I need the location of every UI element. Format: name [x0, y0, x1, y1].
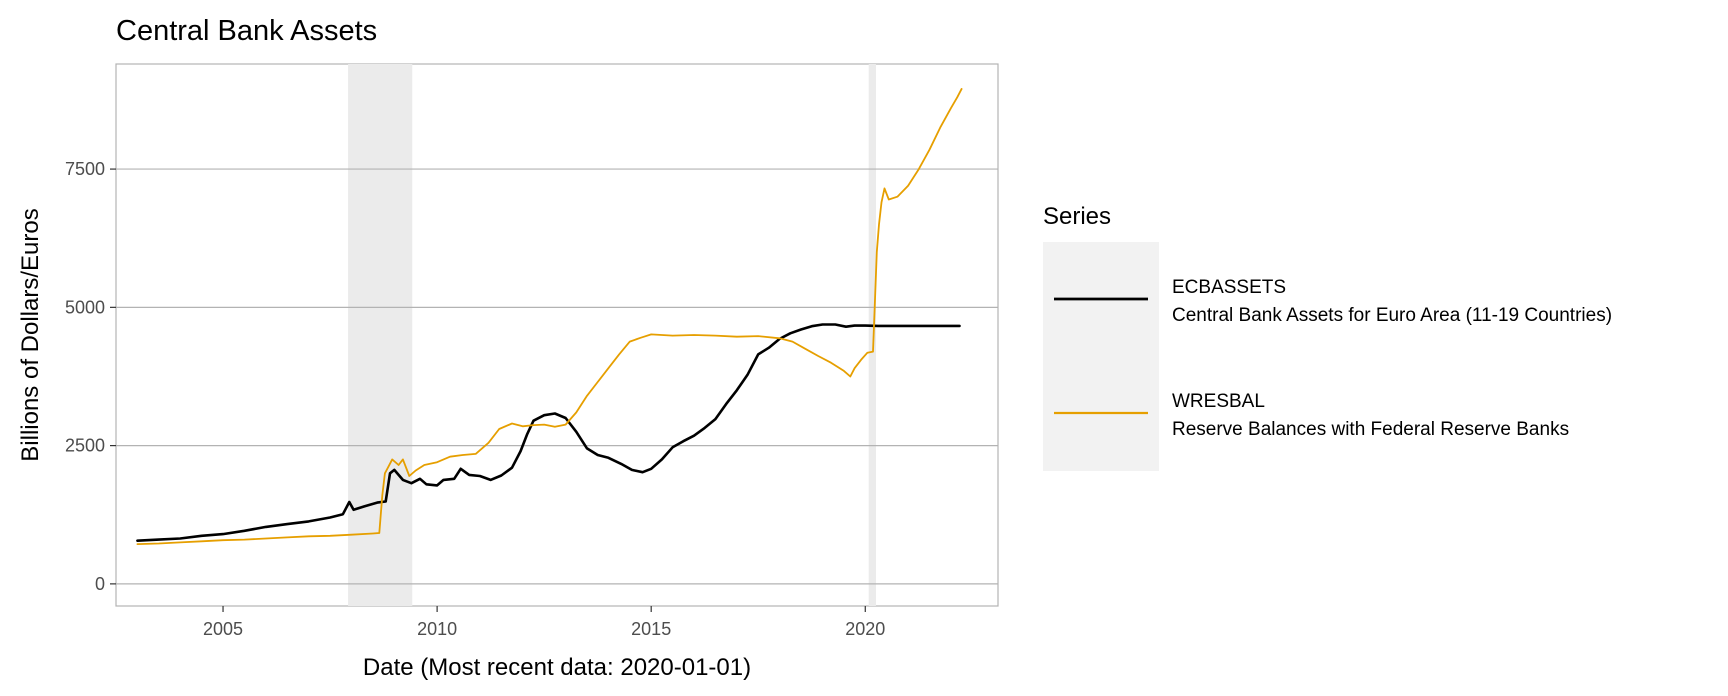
recession-band-2	[868, 64, 876, 606]
series-line-wresbal	[136, 88, 963, 545]
x-tick-label-2020: 2020	[845, 619, 885, 639]
y-axis-title: Billions of Dollars/Euros	[17, 208, 44, 461]
chart-title: Central Bank Assets	[116, 15, 377, 47]
y-tick-label-2500: 2500	[65, 436, 105, 456]
plot-panel	[115, 63, 999, 607]
legend-title: Series	[1043, 203, 1111, 230]
x-tick-label-2015: 2015	[631, 619, 671, 639]
legend: Series ECBASSETS Central Bank Assets for …	[1043, 203, 1612, 471]
y-tick-label-5000: 5000	[65, 297, 105, 317]
series-lines	[136, 88, 963, 545]
y-axis-ticks: 0 2500 5000 7500	[65, 159, 116, 594]
x-tick-label-2010: 2010	[417, 619, 457, 639]
y-tick-label-0: 0	[95, 574, 105, 594]
y-gridlines	[116, 168, 998, 585]
legend-label-ecbassets: ECBASSETS	[1172, 277, 1286, 298]
series-line-ecbassets	[136, 323, 961, 542]
y-tick-label-7500: 7500	[65, 159, 105, 179]
x-axis-ticks: 2005 2010 2015 2020	[203, 606, 885, 639]
legend-items: ECBASSETS Central Bank Assets for Euro Ar…	[1054, 277, 1612, 440]
legend-description-wresbal: Reserve Balances with Federal Reserve Ba…	[1172, 419, 1569, 440]
x-axis-title: Date (Most recent data: 2020-01-01)	[363, 654, 751, 681]
legend-description-ecbassets: Central Bank Assets for Euro Area (11-19…	[1172, 305, 1612, 326]
legend-label-wresbal: WRESBAL	[1172, 391, 1265, 412]
legend-key-background	[1043, 242, 1159, 471]
x-tick-label-2005: 2005	[203, 619, 243, 639]
